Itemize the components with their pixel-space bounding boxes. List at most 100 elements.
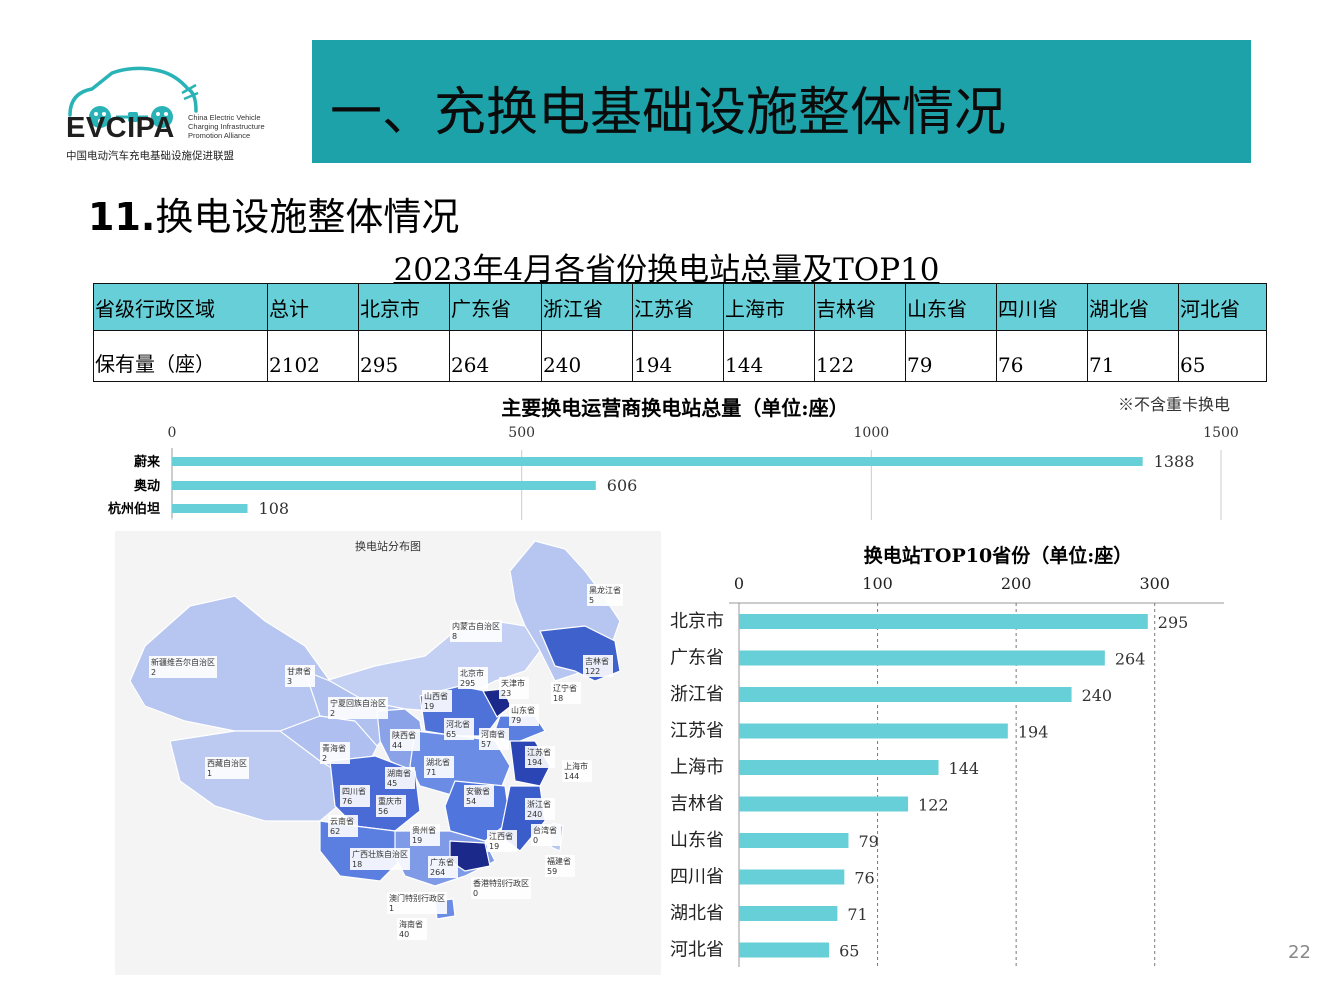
chart-footnote: ※不含重卡换电: [1118, 395, 1231, 414]
map-label-box: [444, 718, 474, 740]
map-label-name: 山西省: [424, 691, 448, 701]
map-label-box: [424, 756, 454, 778]
map-label-value: 194: [527, 758, 542, 767]
table-header-cell: 北京市: [358, 283, 450, 331]
top10-chart-title: 换电站TOP10省份（单位:座）: [864, 544, 1132, 567]
map-label-box: [328, 697, 388, 719]
map-label-name: 湖北省: [426, 757, 450, 767]
section-title: 11.换电设施整体情况: [88, 186, 459, 241]
map-label-value: 5: [589, 596, 594, 605]
map-label-value: 23: [501, 689, 511, 698]
map-label-name: 山东省: [511, 705, 535, 715]
map-label-box: [149, 656, 217, 678]
map-label-value: 1: [207, 769, 212, 778]
bar: [739, 614, 1148, 629]
table-header-cell: 总计: [267, 283, 359, 331]
map-label-name: 四川省: [342, 786, 366, 796]
bar: [172, 457, 1143, 466]
table-cell: 295: [358, 330, 450, 382]
map-label-name: 青海省: [322, 743, 346, 753]
map-label-box: [390, 729, 420, 751]
bar: [739, 942, 830, 958]
category-label: 广东省: [670, 648, 724, 669]
map-label-box: [385, 767, 415, 789]
map-label-name: 北京市: [460, 668, 484, 678]
section-number: 11.: [88, 195, 156, 239]
table-header-cell: 山东省: [905, 283, 997, 331]
map-label-box: [320, 742, 350, 764]
table-cell: 保有量（座）: [93, 330, 268, 382]
map-label-box: [350, 848, 410, 870]
map-label-box: [525, 746, 555, 768]
map-label-value: 0: [533, 836, 538, 845]
category-label: 四川省: [670, 867, 724, 888]
map-label-value: 62: [330, 827, 340, 836]
bar: [739, 906, 838, 921]
map-label-value: 19: [424, 702, 434, 711]
map-label-name: 湖南省: [387, 768, 411, 778]
page-number: 22: [1288, 942, 1311, 963]
map-label-value: 71: [426, 768, 436, 777]
map-label-value: 264: [430, 868, 445, 877]
section-heading: 换电设施整体情况: [155, 195, 460, 239]
logo-chinese-name: 中国电动汽车充电基础设施促进联盟: [66, 150, 234, 162]
table-header-cell: 省级行政区域: [93, 283, 268, 331]
map-label-name: 陕西省: [392, 730, 416, 740]
map-label-box: [285, 665, 315, 687]
map-label-value: 19: [489, 842, 499, 851]
map-label-value: 0: [473, 889, 478, 898]
header-band: [312, 40, 1251, 163]
map-title: 换电站分布图: [355, 539, 421, 553]
map-label-value: 57: [481, 740, 491, 749]
category-label: 浙江省: [670, 684, 724, 705]
map-label-name: 海南省: [399, 919, 423, 929]
bar: [739, 760, 939, 775]
category-label: 湖北省: [670, 903, 724, 924]
map-label-value: 144: [564, 772, 579, 781]
map-label-name: 江苏省: [527, 747, 551, 757]
map-label-name: 重庆市: [378, 796, 402, 806]
x-tick-label: 0: [734, 574, 744, 593]
map-label-box: [376, 795, 406, 817]
bar: [739, 796, 909, 812]
map-label-box: [487, 830, 517, 852]
map-label-value: 2: [151, 668, 156, 677]
map-label-value: 54: [466, 797, 476, 806]
data-label: 79: [858, 832, 878, 851]
map-label-name: 江西省: [489, 831, 513, 841]
map-label-value: 295: [460, 679, 475, 688]
map-label-value: 18: [553, 694, 563, 703]
map-label-value: 59: [547, 867, 557, 876]
bar: [739, 650, 1105, 666]
map-label-value: 240: [527, 810, 542, 819]
map-label-box: [562, 760, 592, 782]
map-label-value: 45: [387, 779, 397, 788]
map-label-value: 3: [287, 677, 292, 686]
map-label-value: 76: [342, 797, 352, 806]
map-label-name: 广东省: [430, 857, 454, 867]
map-label-name: 浙江省: [527, 799, 551, 809]
map-label-name: 西藏自治区: [207, 758, 247, 768]
map-label-name: 新疆维吾尔自治区: [151, 657, 215, 667]
map-label-value: 1: [389, 904, 394, 913]
category-label: 江苏省: [670, 721, 724, 742]
table-cell: 264: [449, 330, 542, 382]
table-cell: 240: [541, 330, 633, 382]
